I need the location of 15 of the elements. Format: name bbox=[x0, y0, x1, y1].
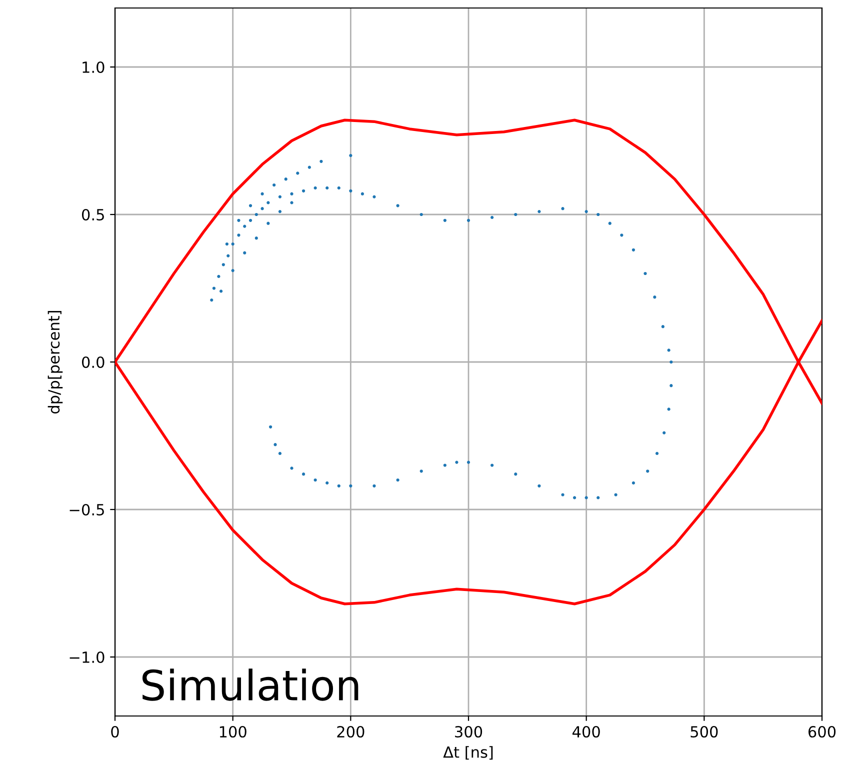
y-tick-label: 0.0 bbox=[82, 356, 104, 368]
y-tick-label: −0.5 bbox=[70, 504, 104, 516]
x-tick-label: 600 bbox=[808, 726, 836, 738]
x-tick-label: 500 bbox=[690, 726, 718, 738]
y-axis-title: dp/p[percent] bbox=[48, 310, 63, 414]
y-tick-label: 0.5 bbox=[82, 208, 104, 221]
annotation: Simulation bbox=[142, 668, 358, 701]
x-tick-label: 400 bbox=[572, 726, 600, 738]
x-axis-title: Δt [ns] bbox=[443, 746, 493, 760]
x-tick-label: 300 bbox=[455, 726, 482, 738]
y-tick-label: 1.0 bbox=[82, 61, 104, 74]
x-tick-label: 100 bbox=[220, 726, 246, 738]
y-tick-label: −1.0 bbox=[70, 651, 104, 664]
x-tick-label: 200 bbox=[337, 726, 364, 738]
x-tick-label: 0 bbox=[111, 726, 119, 738]
